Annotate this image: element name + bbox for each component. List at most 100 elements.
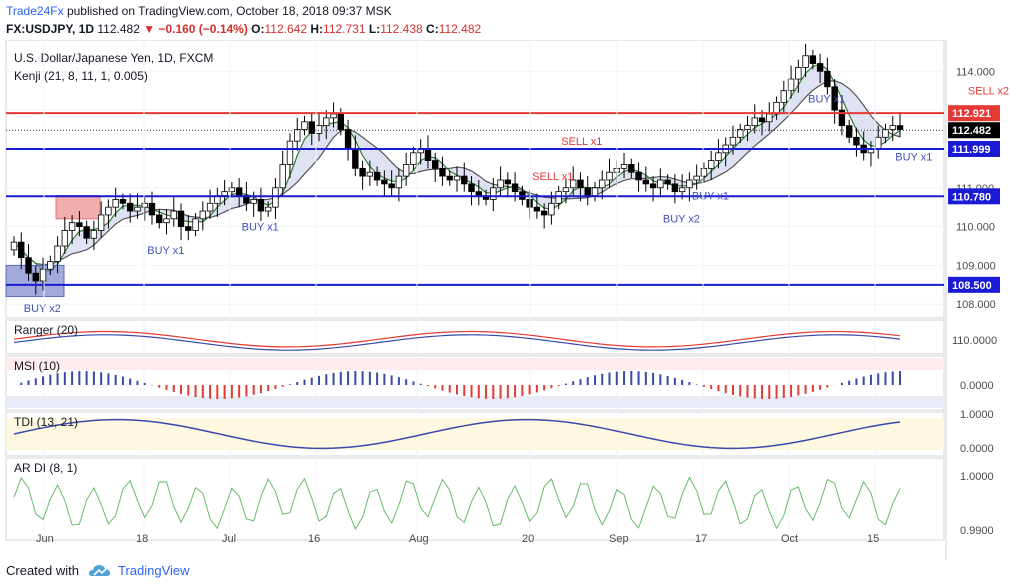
high-value: 112.731 (323, 22, 366, 36)
x-tick-label: 17 (695, 533, 707, 545)
panel-border-1 (5, 319, 945, 355)
candle (453, 175, 461, 181)
candle (664, 179, 671, 185)
candle (344, 129, 352, 150)
x-tick-label: 16 (308, 533, 320, 545)
candle (729, 136, 737, 146)
level-label: 108.500 (952, 280, 992, 292)
sell-zone-box (55, 195, 101, 220)
footer: Created with TradingView (0, 560, 1011, 587)
candle (279, 164, 286, 189)
candle (751, 117, 758, 127)
candle (882, 129, 889, 138)
candle (148, 202, 156, 216)
candle (584, 187, 591, 196)
candle (693, 175, 700, 181)
candle (780, 90, 788, 103)
candle (170, 210, 177, 220)
candle (90, 230, 98, 239)
candle (402, 164, 410, 177)
candle (845, 125, 853, 138)
candle (323, 117, 330, 127)
low-value: 112.438 (380, 22, 423, 36)
symbol-label: FX:USDJPY, 1D (6, 22, 95, 36)
candle (366, 171, 374, 177)
candle (802, 55, 809, 68)
candle (221, 191, 228, 196)
candle (700, 167, 708, 177)
chart-canvas[interactable]: 114.000113.000112.000111.000110.000109.0… (0, 40, 1011, 560)
candle (678, 187, 686, 193)
candle (330, 113, 337, 119)
candle (228, 187, 236, 193)
candle (555, 191, 562, 204)
candle (657, 179, 664, 189)
candle (395, 175, 403, 189)
x-tick-label: Jul (222, 533, 236, 545)
x-tick-label: Jun (36, 533, 54, 545)
candle (97, 214, 105, 231)
candle (134, 206, 141, 212)
candle (838, 109, 846, 127)
candle (206, 202, 214, 212)
signal-label: BUY x1 (242, 221, 279, 233)
last-price: 112.482 (97, 22, 140, 36)
last-price-bg (948, 122, 1000, 139)
candle (787, 78, 795, 92)
candle (257, 199, 265, 212)
author-link[interactable]: Trade24Fx (6, 4, 64, 18)
candle (61, 230, 69, 247)
x-tick-label: 20 (522, 533, 534, 545)
tradingview-brand[interactable]: TradingView (118, 563, 190, 578)
level-label: 111.999 (952, 144, 991, 156)
candle (177, 210, 185, 227)
candle (388, 183, 395, 189)
candle (671, 183, 679, 193)
candle (199, 210, 207, 220)
candle (250, 199, 257, 204)
candle (569, 179, 577, 189)
close-label: C: (426, 22, 439, 36)
signal-label: BUY x2 (24, 303, 61, 315)
candle (381, 179, 388, 185)
y-tick-label: 114.000 (956, 66, 995, 78)
chart-header: Trade24Fx published on TradingView.com, … (0, 0, 1011, 40)
signal-label: SELL x2 (968, 86, 1009, 98)
tdi-tick-high: 1.0000 (960, 409, 994, 421)
candle (76, 222, 83, 227)
panel-border-0 (5, 40, 945, 319)
ardi-line (13, 476, 901, 530)
ranger-blue-line (13, 334, 901, 351)
candle (301, 121, 308, 130)
x-tick-label: Sep (609, 533, 629, 545)
candle (235, 187, 243, 196)
candle (620, 164, 628, 169)
candle (591, 187, 599, 196)
candle (286, 140, 294, 165)
ranger-tick: 110.0000 (952, 335, 997, 347)
high-label: H: (310, 22, 324, 36)
low-label: L: (368, 22, 381, 36)
candle (628, 164, 635, 173)
ardi-tick-low: 0.9900 (960, 525, 994, 537)
x-tick-label: 18 (136, 533, 148, 545)
published-text: published on TradingView.com, October 18… (66, 4, 392, 18)
candle (548, 202, 555, 216)
candle (831, 86, 838, 111)
candle (896, 125, 904, 130)
candle (599, 179, 606, 189)
last-price-label: 112.482 (952, 125, 991, 137)
candle (337, 113, 345, 130)
candle (126, 202, 134, 212)
candle (68, 222, 76, 231)
msi-tick: 0.0000 (960, 380, 994, 392)
tradingview-cloud-icon (89, 565, 110, 576)
candle (606, 171, 613, 181)
candle (562, 187, 570, 193)
level-label-bg (948, 188, 1000, 205)
candle (359, 167, 366, 177)
level-label-bg (948, 105, 1000, 122)
panel-title: MSI (10) (14, 359, 60, 373)
x-tick-label: 15 (867, 533, 879, 545)
level-label-bg (948, 140, 1000, 157)
